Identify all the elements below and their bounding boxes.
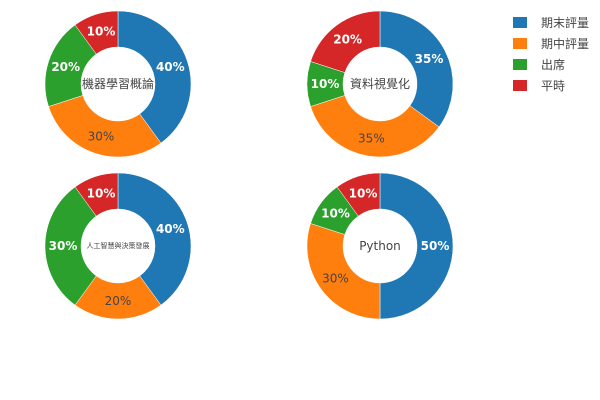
slice-label: 10% [349,187,378,201]
pie-slice[interactable] [310,10,381,73]
legend-swatch [513,17,527,28]
legend-item[interactable]: 期中評量 [513,33,589,54]
pie-slice[interactable] [44,186,97,306]
slice-label: 40% [156,60,185,74]
slice-label: 20% [333,33,362,47]
slice-label: 35% [415,52,444,66]
pie-slice[interactable] [117,10,192,144]
slice-label: 20% [105,294,132,308]
legend-label: 平時 [541,79,566,93]
pie-slice[interactable] [336,172,381,217]
pie-slice[interactable] [117,172,192,306]
slice-label: 20% [51,60,80,74]
legend-swatch [513,80,527,91]
donut-center-title: 機器學習概論 [82,76,154,91]
slice-label: 10% [87,25,116,39]
slice-label: 10% [87,187,116,201]
slice-label: 10% [311,77,340,91]
slice-label: 30% [322,271,349,285]
pie-slice[interactable] [74,172,119,217]
pie-slice[interactable] [48,95,162,158]
legend-label: 期末評量 [541,16,590,30]
slice-label: 10% [321,207,350,221]
donut-center-title: Python [359,239,401,253]
donut-chart: 50% 30% 10% 10% Python [306,172,454,320]
legend-swatch [513,59,527,70]
pie-slice[interactable] [306,223,381,320]
donut-chart: 40% 30% 20% 10% 機器學習概論 [44,10,192,158]
legend-label: 出席 [541,58,566,72]
legend-item[interactable]: 平時 [513,75,589,96]
pie-slice[interactable] [379,172,454,320]
slice-label: 30% [88,129,115,143]
pie-slice[interactable] [310,95,440,158]
donut-chart: 40% 20% 30% 10% 人工智慧與決策發展 [44,172,192,320]
slice-label: 50% [421,239,450,253]
slice-label: 40% [156,222,185,236]
legend-item[interactable]: 期末評量 [513,12,589,33]
donut-center-title: 資料視覺化 [350,76,410,91]
donut-chart: 35% 35% 10% 20% 資料視覺化 [306,10,454,158]
slice-label: 35% [358,131,385,145]
donut-center-title: 人工智慧與決策發展 [87,241,150,250]
legend-item[interactable]: 出席 [513,54,589,75]
legend-swatch [513,38,527,49]
pie-slice[interactable] [74,10,119,55]
legend-label: 期中評量 [541,37,590,51]
legend: 期末評量 期中評量 出席 平時 [513,12,589,96]
pie-slice[interactable] [379,10,454,128]
slice-label: 30% [49,239,78,253]
